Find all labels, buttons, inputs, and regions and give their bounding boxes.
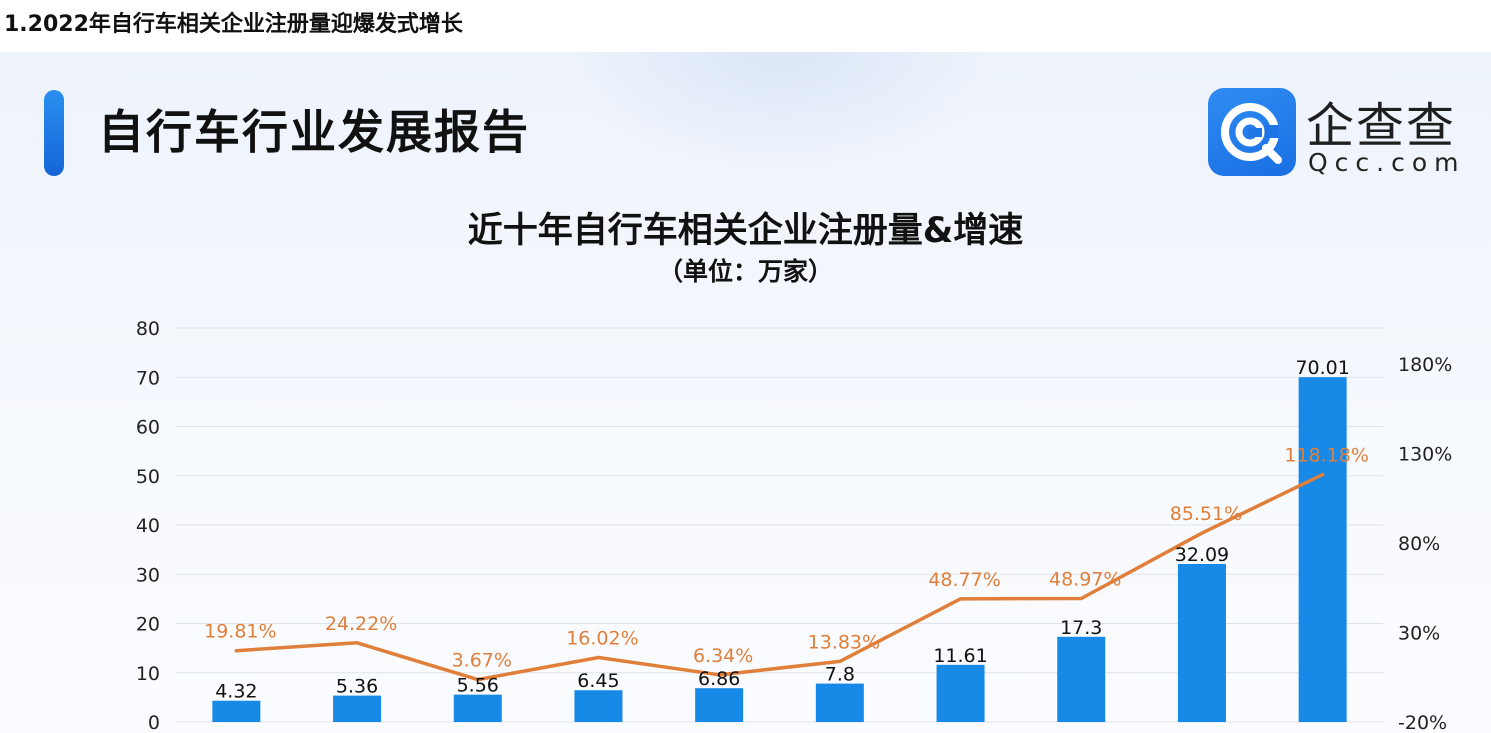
data-labels: 4.32 5.36 5.56 6.45 6.86 7.8 11.61 17.3 32.09 70.… xyxy=(204,357,1369,703)
growth-rate-label: 48.77% xyxy=(928,569,1000,591)
bar-value-label: 5.36 xyxy=(336,676,378,698)
bar-value-label: 11.61 xyxy=(933,645,987,667)
bar xyxy=(1057,636,1106,722)
report-panel: 自行车行业发展报告 企查查 Qcc.com 近十年自行车相关企业注册量&增速 （… xyxy=(0,52,1491,733)
growth-line xyxy=(234,472,1325,682)
bar-value-label: 32.09 xyxy=(1175,544,1229,566)
growth-rate-label: 48.97% xyxy=(1049,568,1121,590)
growth-rate-label: 16.02% xyxy=(566,627,638,649)
bar-value-label: 4.32 xyxy=(215,681,257,703)
bar xyxy=(574,690,623,722)
bar xyxy=(1177,563,1226,722)
bar-series xyxy=(212,377,1347,722)
y-tick-label: 70 xyxy=(136,367,160,389)
y-tick-label: 30 xyxy=(136,564,160,586)
growth-rate-label: 19.81% xyxy=(204,621,276,643)
bar xyxy=(1298,377,1347,722)
y-tick-label: 40 xyxy=(136,515,160,537)
bar xyxy=(936,664,985,722)
logo-name-cn: 企查查 xyxy=(1306,98,1457,154)
y-axis-left: 0 10 20 30 40 50 60 70 80 xyxy=(136,318,160,733)
y-tick-label: 20 xyxy=(136,614,160,636)
growth-rate-label: 6.34% xyxy=(693,645,753,667)
bar-value-label: 6.86 xyxy=(698,668,740,690)
bar xyxy=(695,688,744,722)
report-title: 自行车行业发展报告 xyxy=(98,105,530,159)
y2-tick-label: 30% xyxy=(1398,622,1440,644)
bar xyxy=(815,683,864,722)
y2-tick-label: 130% xyxy=(1398,443,1452,465)
y-tick-label: 10 xyxy=(136,663,160,685)
bar xyxy=(212,700,261,722)
bar-value-label: 6.45 xyxy=(577,670,619,692)
qcc-logo-icon xyxy=(1208,88,1296,176)
chart-subtitle: （单位：万家） xyxy=(657,257,833,286)
growth-rate-label: 13.83% xyxy=(808,631,880,653)
chart-title: 近十年自行车相关企业注册量&增速 xyxy=(467,211,1024,251)
y-tick-label: 60 xyxy=(136,417,160,439)
growth-rate-label: 3.67% xyxy=(452,650,512,672)
bar-value-label: 7.8 xyxy=(825,664,855,686)
y2-tick-label: -20% xyxy=(1398,712,1447,733)
title-accent-bar xyxy=(44,90,64,176)
page-caption: 1.2022年自行车相关企业注册量迎爆发式增长 xyxy=(4,12,463,37)
y-axis-right: -20% 30% 80% 130% 180% xyxy=(1398,354,1452,733)
growth-rate-label: 118.18% xyxy=(1284,445,1369,467)
y-tick-label: 50 xyxy=(136,466,160,488)
growth-line-series xyxy=(234,472,1325,682)
growth-rate-label: 24.22% xyxy=(325,613,397,635)
growth-rate-label: 85.51% xyxy=(1170,503,1242,525)
bar-value-label: 17.3 xyxy=(1060,617,1102,639)
y-tick-label: 0 xyxy=(148,712,160,733)
bar-value-label: 70.01 xyxy=(1295,357,1349,379)
y-tick-label: 80 xyxy=(136,318,160,340)
y2-tick-label: 180% xyxy=(1398,354,1452,376)
bar-value-label: 5.56 xyxy=(457,675,499,697)
bar xyxy=(453,694,502,722)
y2-tick-label: 80% xyxy=(1398,533,1440,555)
logo-name-en: Qcc.com xyxy=(1308,148,1466,177)
bar xyxy=(333,695,382,722)
